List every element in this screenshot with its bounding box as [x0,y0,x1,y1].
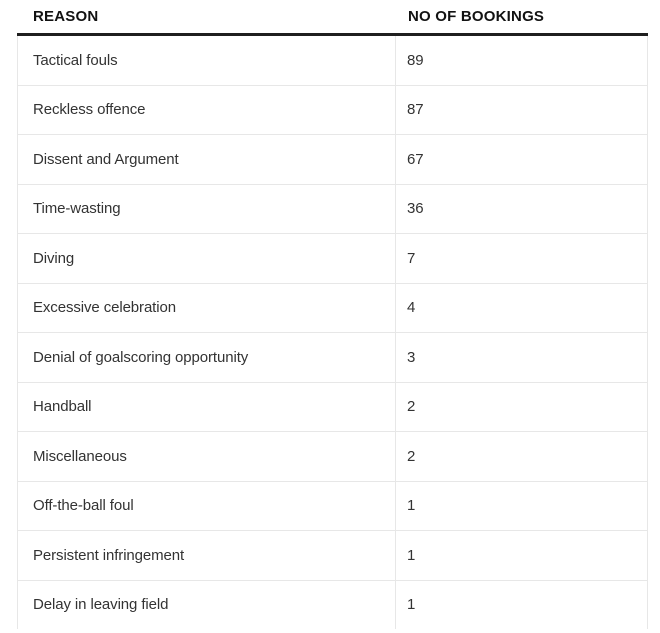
bookings-table: REASON NO OF BOOKINGS Tactical fouls 89 … [17,0,648,629]
cell-bookings: 89 [407,51,424,69]
cell-bookings: 1 [407,546,416,564]
table-row: Delay in leaving field 1 [18,580,647,629]
cell-bookings: 2 [407,447,416,465]
cell-reason: Off-the-ball foul [18,481,396,530]
cell-bookings: 3 [407,348,416,366]
table-row: Handball 2 [18,382,647,432]
cell-reason: Persistent infringement [18,531,396,580]
table-header-row: REASON NO OF BOOKINGS [17,0,648,36]
table-row: Reckless offence 87 [18,85,647,135]
cell-bookings: 2 [407,398,416,416]
table-row: Diving 7 [18,234,647,284]
cell-reason: Reckless offence [18,85,396,134]
table-body: Tactical fouls 89 Reckless offence 87 Di… [17,36,648,629]
cell-reason: Diving [18,234,396,283]
table-row: Tactical fouls 89 [18,36,647,86]
cell-reason: Tactical fouls [18,36,396,85]
table-row: Excessive celebration 4 [18,283,647,333]
cell-bookings: 36 [407,200,424,218]
header-cell-reason: REASON [33,8,99,25]
table-row: Persistent infringement 1 [18,531,647,581]
table-row: Denial of goalscoring opportunity 3 [18,333,647,383]
table-row: Miscellaneous 2 [18,432,647,482]
cell-reason: Delay in leaving field [18,580,396,629]
cell-bookings: 4 [407,299,416,317]
cell-bookings: 67 [407,150,424,168]
table-row: Off-the-ball foul 1 [18,481,647,531]
cell-reason: Time-wasting [18,184,396,233]
cell-reason: Denial of goalscoring opportunity [18,333,396,382]
cell-reason: Miscellaneous [18,432,396,481]
cell-reason: Handball [18,382,396,431]
cell-bookings: 87 [407,101,424,119]
cell-bookings: 1 [407,497,416,515]
cell-reason: Excessive celebration [18,283,396,332]
cell-bookings: 1 [407,596,416,614]
cell-bookings: 7 [407,249,416,267]
header-cell-bookings: NO OF BOOKINGS [408,8,545,25]
table-row: Time-wasting 36 [18,184,647,234]
cell-reason: Dissent and Argument [18,135,396,184]
table-row: Dissent and Argument 67 [18,135,647,185]
